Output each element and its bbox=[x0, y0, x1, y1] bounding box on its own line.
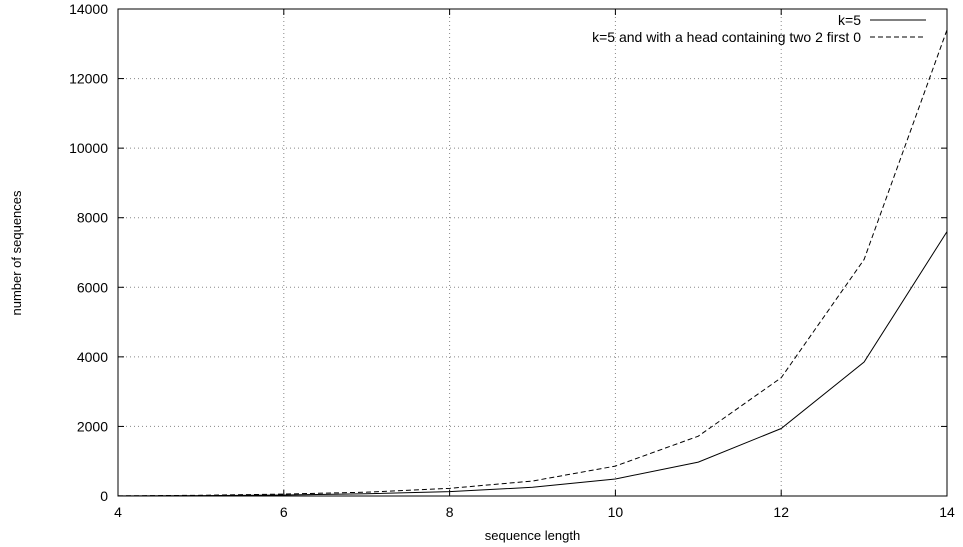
series-line-1 bbox=[117, 231, 948, 497]
grid bbox=[118, 9, 947, 496]
y-tick-label: 2000 bbox=[77, 418, 108, 434]
x-tick-label: 6 bbox=[280, 504, 288, 520]
y-tick-label: 4000 bbox=[77, 349, 108, 365]
y-tick-label: 10000 bbox=[69, 140, 108, 156]
y-tick-label: 0 bbox=[100, 488, 108, 504]
plot-frame bbox=[117, 8, 948, 497]
legend-label-1: k=5 bbox=[838, 12, 861, 28]
x-tick-label: 10 bbox=[608, 504, 624, 520]
x-tick-label: 14 bbox=[939, 504, 955, 520]
x-tick-label: 8 bbox=[446, 504, 454, 520]
legend-label-2: k=5 and with a head containing two 2 fir… bbox=[592, 29, 861, 45]
legend: k=5k=5 and with a head containing two 2 … bbox=[592, 12, 926, 45]
y-tick-label: 14000 bbox=[69, 1, 108, 17]
y-axis-label: number of sequences bbox=[9, 190, 24, 316]
axis-ticks: 4 6 8 10 12 14 0 2000 4000 6000 8000 10000 12000 1400… bbox=[69, 1, 955, 520]
x-tick-label: 12 bbox=[773, 504, 789, 520]
series-line-2 bbox=[117, 29, 948, 497]
series-lines bbox=[117, 29, 948, 497]
x-axis-label: sequence length bbox=[485, 528, 580, 543]
x-tick-label: 4 bbox=[114, 504, 122, 520]
y-tick-label: 8000 bbox=[77, 210, 108, 226]
y-tick-label: 12000 bbox=[69, 71, 108, 87]
y-tick-label: 6000 bbox=[77, 279, 108, 295]
